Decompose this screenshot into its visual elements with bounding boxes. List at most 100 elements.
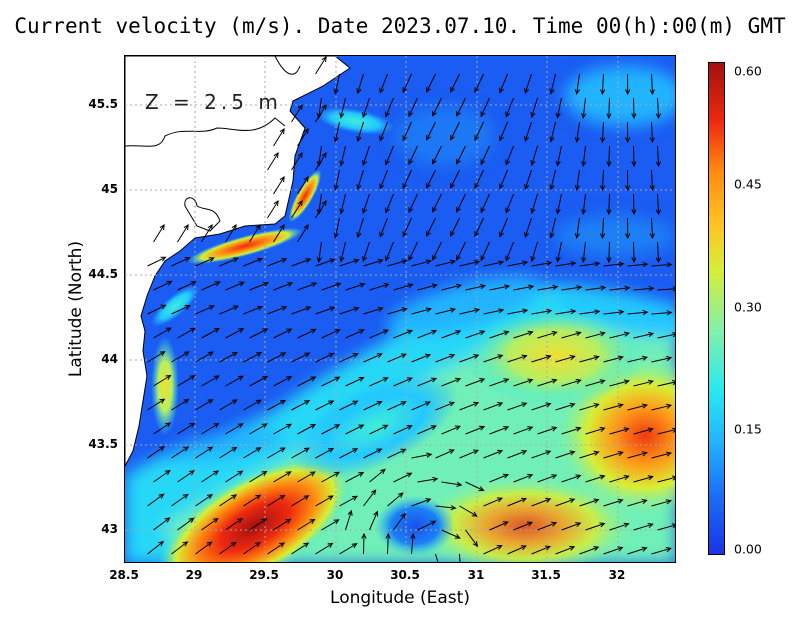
velocity-arrow	[603, 547, 623, 555]
velocity-arrow	[243, 494, 261, 507]
velocity-arrow	[507, 309, 528, 315]
velocity-arrow	[576, 121, 580, 142]
velocity-arrow	[387, 353, 407, 363]
velocity-arrow-head	[231, 446, 238, 452]
velocity-arrow-head	[599, 522, 606, 528]
velocity-arrow-head	[303, 224, 309, 231]
velocity-arrow-head	[505, 111, 511, 118]
velocity-arrow	[465, 481, 484, 491]
velocity-arrow-head	[505, 207, 511, 214]
velocity-arrow	[603, 404, 623, 411]
depth-label: Z = 2.5 m	[145, 90, 282, 114]
velocity-arrow-head	[410, 532, 416, 539]
velocity-arrow	[537, 474, 557, 483]
velocity-arrow	[153, 470, 171, 483]
velocity-arrow	[321, 283, 341, 291]
velocity-arrow-head	[473, 401, 480, 407]
velocity-arrow-head	[183, 446, 190, 452]
velocity-arrow-head	[321, 152, 327, 159]
velocity-arrow	[249, 282, 269, 291]
velocity-arrow	[465, 330, 485, 339]
velocity-arrow-head	[474, 87, 480, 94]
velocity-arrow	[524, 217, 532, 238]
y-tick-label: 44.5	[88, 267, 118, 281]
velocity-arrow-head	[303, 542, 310, 548]
velocity-arrow	[369, 511, 378, 531]
y-tick-label: 45.5	[88, 97, 118, 111]
velocity-arrow	[171, 446, 189, 459]
velocity-arrow-head	[471, 511, 478, 517]
velocity-arrow	[601, 169, 604, 191]
velocity-arrow-head	[530, 112, 536, 119]
velocity-arrow	[627, 452, 647, 459]
velocity-arrow-head	[316, 256, 322, 263]
velocity-arrow	[387, 401, 406, 411]
velocity-arrow	[147, 304, 166, 315]
velocity-arrow-head	[581, 208, 587, 216]
velocity-arrow	[297, 282, 317, 291]
velocity-arrow	[609, 332, 630, 339]
velocity-arrow-head	[522, 260, 529, 266]
velocity-arrow	[513, 331, 533, 339]
velocity-arrow-head	[166, 280, 173, 286]
velocity-arrow	[537, 331, 557, 339]
velocity-arrow	[483, 309, 504, 315]
velocity-arrow	[576, 169, 580, 190]
velocity-arrow	[576, 217, 580, 238]
velocity-arrow	[505, 145, 514, 165]
velocity-arrow	[393, 330, 413, 339]
velocity-arrow-head	[599, 474, 606, 480]
velocity-arrow-head	[505, 255, 511, 262]
velocity-arrow	[267, 447, 286, 459]
velocity-arrow	[153, 375, 171, 387]
velocity-arrow-head	[281, 257, 288, 263]
velocity-arrow-head	[406, 425, 413, 430]
velocity-arrow-head	[527, 473, 534, 479]
velocity-arrow	[576, 73, 580, 94]
velocity-arrow-head	[165, 422, 172, 428]
velocity-arrow-head	[430, 520, 437, 526]
velocity-arrow-head	[474, 231, 480, 238]
velocity-arrow-head	[569, 402, 576, 408]
velocity-arrow	[369, 469, 386, 483]
velocity-arrow	[334, 73, 340, 94]
colorbar-tick-label: 0.30	[734, 299, 762, 315]
velocity-arrow	[531, 450, 551, 459]
velocity-arrow-head	[530, 208, 536, 215]
velocity-arrow-head	[273, 152, 279, 159]
velocity-arrow-head	[310, 328, 317, 334]
velocity-arrow-head	[328, 352, 335, 358]
velocity-arrow-head	[641, 546, 648, 552]
velocity-arrow	[411, 453, 432, 459]
velocity-arrow	[318, 97, 322, 118]
velocity-arrow	[357, 217, 364, 238]
velocity-arrow-head	[189, 375, 196, 381]
velocity-arrow	[633, 97, 635, 119]
velocity-arrow	[273, 224, 285, 243]
velocity-arrow	[249, 518, 267, 531]
velocity-arrow-head	[327, 495, 334, 501]
velocity-arrow	[441, 330, 461, 339]
velocity-arrow-head	[333, 88, 339, 95]
velocity-arrow-head	[356, 184, 362, 191]
velocity-arrow	[153, 422, 171, 435]
velocity-arrow-head	[432, 110, 437, 117]
velocity-arrow-head	[385, 207, 390, 214]
velocity-arrow	[608, 241, 610, 263]
velocity-arrow-head	[339, 160, 345, 167]
velocity-arrow-head	[454, 533, 461, 539]
velocity-arrow-head	[189, 422, 196, 428]
velocity-arrow	[561, 332, 581, 339]
velocity-arrow-head	[600, 89, 606, 96]
velocity-arrow	[297, 224, 309, 243]
velocity-arrow	[459, 309, 480, 315]
velocity-arrow	[357, 169, 364, 190]
velocity-arrow-head	[362, 255, 368, 263]
colorbar-tick-label: 0.00	[734, 541, 762, 557]
velocity-arrow-head	[189, 327, 196, 333]
velocity-arrow-head	[551, 378, 558, 384]
velocity-arrow-head	[165, 327, 172, 333]
velocity-arrow-head	[505, 159, 511, 166]
velocity-arrow-head	[207, 224, 213, 231]
velocity-arrow-head	[426, 134, 431, 141]
